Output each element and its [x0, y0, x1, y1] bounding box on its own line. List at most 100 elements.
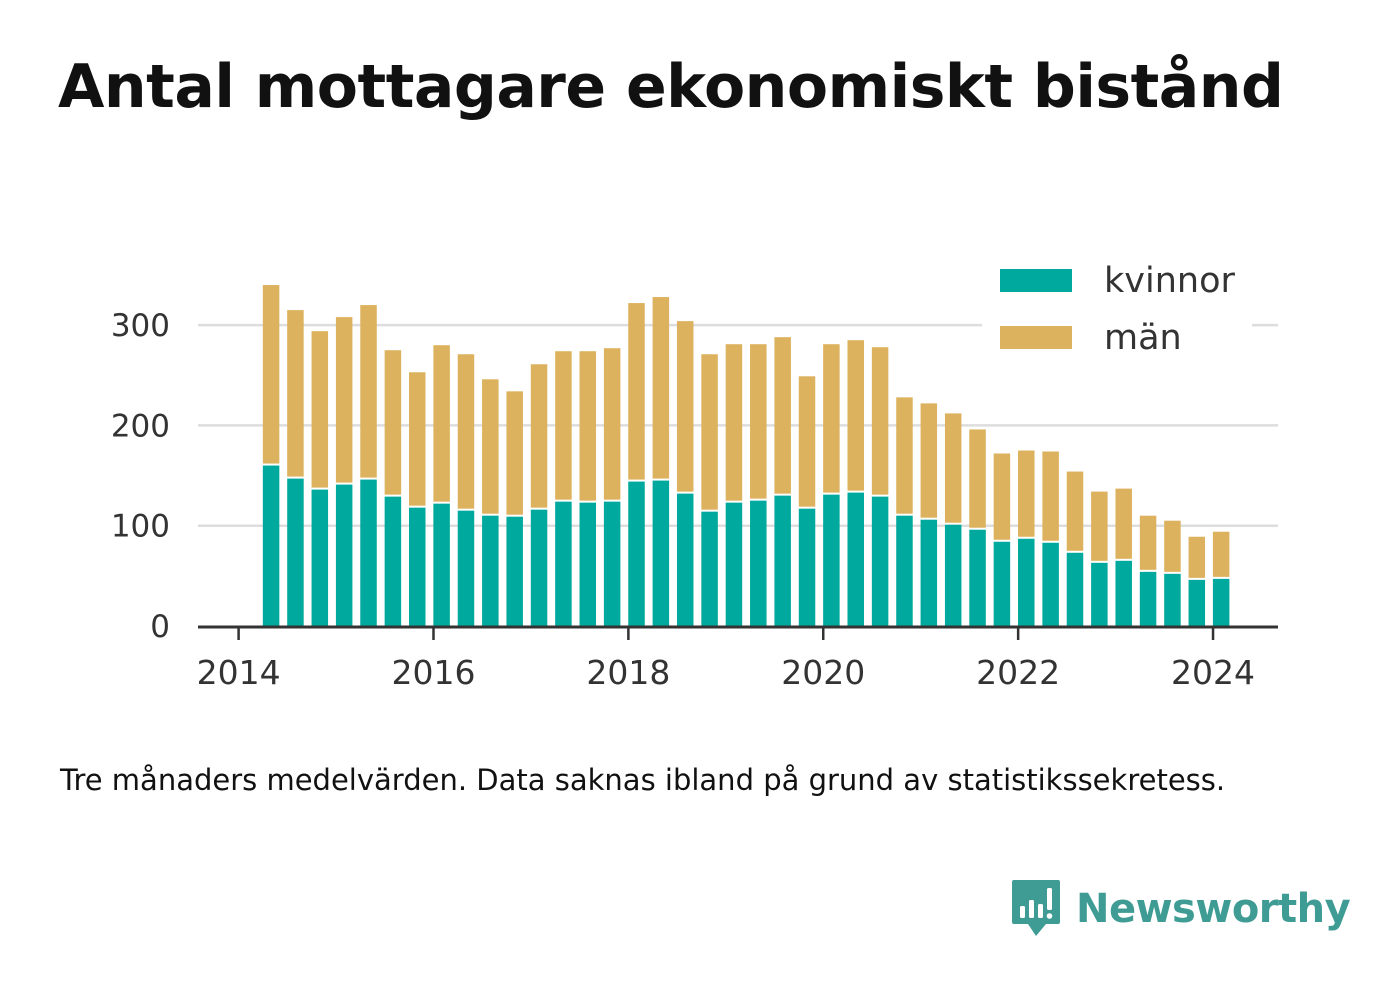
bar-män-2024-02: [1212, 531, 1230, 577]
x-tick-label: 2024: [1171, 653, 1255, 692]
bar-män-2018-05: [652, 297, 670, 479]
legend-swatch-män: [1000, 326, 1072, 349]
bar-män-2017-11: [603, 348, 621, 500]
x-tick-label: 2018: [586, 653, 670, 692]
bar-män-2017-05: [555, 351, 572, 500]
brand-name: Newsworthy: [1076, 886, 1351, 932]
bar-män-2020-11: [896, 397, 913, 514]
bar-män-2022-02: [1018, 450, 1035, 537]
stacked-bar-chart: 0 100 200 300 2014 2016 2018 2020 2022 2024 kvinn…: [111, 261, 1278, 692]
bar-kvinnor-2014-08: [287, 478, 304, 626]
axes: 0 100 200 300 2014 2016 2018 2020 2022 2024: [111, 308, 1278, 692]
bar-kvinnor-2014-05: [262, 465, 280, 626]
bar-kvinnor-2016-08: [482, 515, 499, 626]
bar-kvinnor-2015-02: [335, 484, 353, 626]
bar-kvinnor-2018-05: [652, 480, 670, 626]
bar-kvinnor-2023-08: [1164, 573, 1181, 626]
bar-kvinnor-2022-11: [1091, 562, 1108, 626]
legend-label-män: män: [1104, 318, 1182, 358]
bar-män-2023-11: [1188, 536, 1206, 578]
bar-män-2022-08: [1066, 471, 1084, 551]
bar-kvinnor-2018-02: [628, 481, 645, 626]
bar-kvinnor-2023-02: [1115, 560, 1132, 626]
bar-män-2023-02: [1115, 488, 1132, 559]
y-tick-label: 0: [150, 609, 170, 645]
x-tick-label: 2022: [976, 653, 1060, 692]
legend-label-kvinnor: kvinnor: [1104, 261, 1235, 301]
bar-kvinnor-2019-08: [774, 495, 791, 626]
bar-kvinnor-2020-05: [847, 492, 864, 626]
brand-logo: Newsworthy: [1010, 878, 1351, 940]
y-tick-label: 300: [111, 308, 170, 344]
bar-män-2022-05: [1042, 451, 1059, 541]
bar-kvinnor-2020-08: [871, 496, 889, 626]
newsworthy-logo-icon: [1012, 880, 1060, 936]
bar-kvinnor-2018-11: [701, 511, 718, 626]
bar-män-2018-11: [701, 354, 718, 510]
bar-kvinnor-2019-02: [725, 502, 743, 626]
bar-kvinnor-2017-08: [579, 502, 597, 626]
bars: [262, 285, 1230, 626]
bar-kvinnor-2017-11: [603, 501, 621, 626]
bar-kvinnor-2022-05: [1042, 542, 1059, 626]
bar-män-2020-05: [847, 340, 864, 491]
bar-män-2020-08: [871, 347, 889, 495]
bar-kvinnor-2021-08: [969, 529, 986, 626]
bar-kvinnor-2022-02: [1018, 538, 1035, 626]
bar-män-2019-05: [750, 344, 767, 499]
bar-kvinnor-2022-08: [1066, 552, 1084, 626]
bar-män-2015-08: [384, 350, 402, 495]
bar-kvinnor-2015-05: [360, 479, 377, 626]
bar-kvinnor-2015-08: [384, 496, 402, 626]
x-tick-label: 2014: [197, 653, 281, 692]
bar-män-2015-05: [360, 305, 377, 478]
bar-män-2016-02: [433, 345, 450, 502]
legend-swatch-kvinnor: [1000, 269, 1072, 292]
bar-män-2023-08: [1164, 520, 1181, 572]
bar-män-2019-02: [725, 344, 743, 501]
bar-män-2021-02: [920, 403, 938, 518]
footnote: Tre månaders medelvärden. Data saknas ib…: [60, 763, 1226, 797]
bar-män-2015-11: [408, 372, 426, 506]
bar-män-2017-02: [530, 364, 548, 508]
bar-kvinnor-2019-05: [750, 500, 767, 626]
bar-män-2021-11: [993, 453, 1011, 540]
bar-män-2021-08: [969, 429, 986, 528]
bar-män-2018-02: [628, 303, 645, 480]
bar-män-2014-05: [262, 285, 280, 464]
x-tick-label: 2020: [781, 653, 865, 692]
bar-män-2016-05: [457, 354, 475, 509]
bar-män-2019-11: [798, 376, 816, 507]
bar-kvinnor-2017-02: [530, 509, 548, 626]
bar-män-2020-02: [823, 344, 840, 493]
bar-män-2014-08: [287, 310, 304, 477]
bar-män-2023-05: [1139, 515, 1157, 570]
bar-kvinnor-2021-02: [920, 519, 938, 626]
y-tick-label: 100: [111, 509, 170, 545]
bar-män-2021-05: [944, 413, 962, 523]
legend: kvinnor män: [982, 261, 1252, 368]
bar-män-2017-08: [579, 351, 597, 501]
bar-kvinnor-2020-11: [896, 515, 913, 626]
x-tick-label: 2016: [391, 653, 475, 692]
bar-män-2019-08: [774, 337, 791, 494]
bar-män-2016-11: [506, 391, 523, 515]
bar-män-2015-02: [335, 317, 353, 483]
bar-kvinnor-2016-11: [506, 516, 523, 626]
bar-kvinnor-2024-02: [1212, 578, 1230, 626]
bar-kvinnor-2014-11: [311, 489, 329, 626]
bar-kvinnor-2021-11: [993, 541, 1011, 626]
bar-män-2018-08: [676, 321, 694, 492]
bar-kvinnor-2023-11: [1188, 579, 1206, 626]
bar-kvinnor-2016-05: [457, 510, 475, 626]
bar-kvinnor-2020-02: [823, 494, 840, 626]
y-tick-label: 200: [111, 408, 170, 444]
bar-kvinnor-2017-05: [555, 501, 572, 626]
bar-kvinnor-2021-05: [944, 524, 962, 626]
bar-kvinnor-2016-02: [433, 503, 450, 626]
chart-title: Antal mottagare ekonomiskt bistånd: [58, 52, 1284, 122]
bar-män-2016-08: [482, 379, 499, 514]
bar-män-2014-11: [311, 331, 329, 488]
bar-kvinnor-2015-11: [408, 507, 426, 626]
bar-kvinnor-2018-08: [676, 493, 694, 626]
